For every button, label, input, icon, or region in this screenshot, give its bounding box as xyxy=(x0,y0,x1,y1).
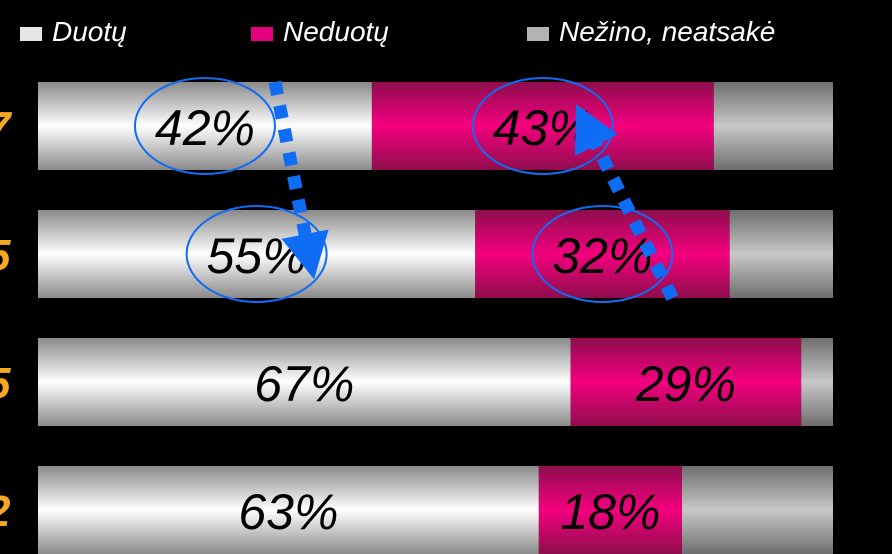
bar-segment xyxy=(570,338,802,426)
legend-label-2: Nežino, neatsakė xyxy=(559,16,775,47)
arrow-shaft xyxy=(587,135,679,301)
data-label: 67% xyxy=(254,356,354,412)
category-label: 5 xyxy=(0,231,11,280)
bar-segment xyxy=(681,466,833,554)
arrow-head xyxy=(574,103,618,156)
highlight-circle xyxy=(133,77,276,175)
legend-swatch-0 xyxy=(20,27,42,41)
category-label: 7 xyxy=(0,103,13,152)
legend-label-0: Duotų xyxy=(52,16,127,47)
bar-segment xyxy=(475,210,730,298)
highlight-circle xyxy=(471,77,614,175)
category-label: 5 xyxy=(0,359,11,408)
legend: Duotų Neduotų Nežino, neatsakė xyxy=(20,16,775,47)
arrow-head xyxy=(281,229,329,280)
data-label: 42% xyxy=(155,100,255,156)
bar-segment xyxy=(371,82,714,170)
category-labels: 7 5 5 2 xyxy=(0,103,13,536)
bars xyxy=(38,82,833,554)
bar-segment xyxy=(729,210,833,298)
data-label: 63% xyxy=(238,484,338,540)
legend-label-1: Neduotų xyxy=(283,16,389,47)
legend-swatch-2 xyxy=(527,27,549,41)
bar-segment xyxy=(38,210,476,298)
annotations xyxy=(133,77,679,303)
highlight-circle xyxy=(185,205,328,303)
highlight-circle xyxy=(531,205,674,303)
data-label: 32% xyxy=(552,228,652,284)
bar-segment xyxy=(38,338,571,426)
data-label: 55% xyxy=(207,228,307,284)
data-label: 18% xyxy=(560,484,660,540)
bar-segment xyxy=(38,466,539,554)
arrow-shaft xyxy=(268,80,314,244)
category-label: 2 xyxy=(0,487,11,536)
data-label: 29% xyxy=(635,356,736,412)
legend-swatch-1 xyxy=(251,27,273,41)
bar-segment xyxy=(538,466,682,554)
bar-segment xyxy=(801,338,833,426)
bar-segment xyxy=(38,82,372,170)
bar-segment xyxy=(713,82,833,170)
